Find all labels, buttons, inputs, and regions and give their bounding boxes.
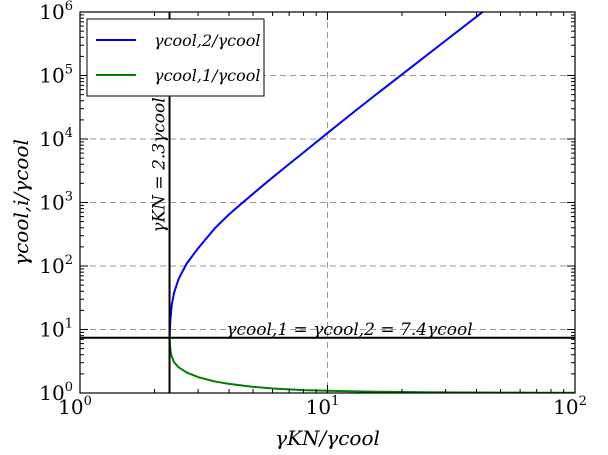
x-tick-label: 101 bbox=[306, 394, 340, 419]
x-tick-label: 102 bbox=[553, 394, 587, 419]
annotation-1: γKN = 2.3γcool bbox=[150, 97, 170, 232]
y-tick-label: 103 bbox=[39, 190, 73, 215]
y-axis-label: γcool,i/γcool bbox=[9, 139, 33, 266]
x-tick-label: 100 bbox=[58, 394, 92, 419]
x-axis-label: γKN/γcool bbox=[275, 426, 380, 450]
annotations: γKN = 2.3γcool γcool,1 = γcool,2 = 7.4γco… bbox=[150, 97, 473, 340]
ticks: 100 101 102 100 101 102 103 104 105 106 bbox=[39, 0, 587, 419]
y-tick-label: 105 bbox=[39, 63, 73, 88]
legend-label-1: γcool,2/γcool bbox=[154, 31, 260, 50]
y-tick-label: 100 bbox=[39, 380, 73, 405]
series-line-1 bbox=[168, 12, 485, 338]
legend: γcool,2/γcool γcool,1/γcool bbox=[86, 18, 265, 97]
y-tick-label: 104 bbox=[39, 126, 73, 151]
y-tick-label: 102 bbox=[39, 253, 73, 278]
y-tick-label: 101 bbox=[39, 317, 73, 342]
legend-label-2: γcool,1/γcool bbox=[154, 66, 260, 85]
y-tick-label: 106 bbox=[39, 0, 73, 24]
annotation-2: γcool,1 = γcool,2 = 7.4γcool bbox=[226, 320, 472, 340]
legend-box bbox=[86, 18, 265, 97]
